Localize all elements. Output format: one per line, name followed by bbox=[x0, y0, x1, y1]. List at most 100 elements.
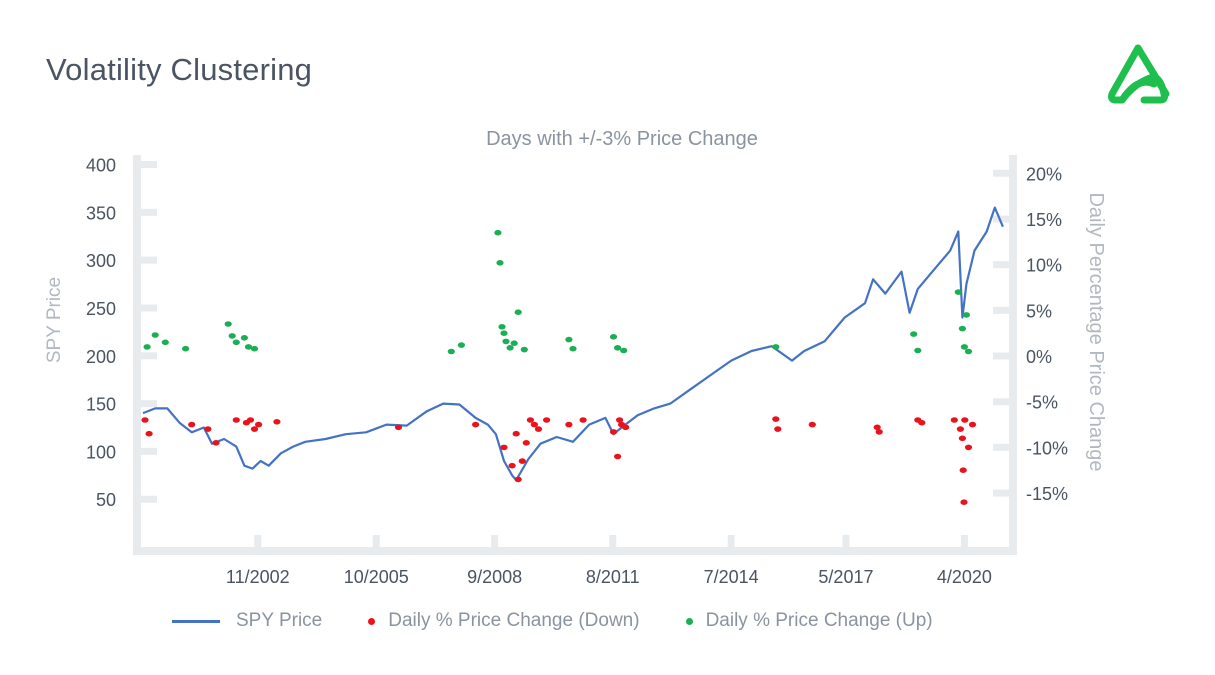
y2-tick-label: 15% bbox=[1026, 210, 1062, 230]
x-tick-label: 8/2011 bbox=[586, 567, 640, 587]
down-change-point bbox=[232, 417, 240, 423]
y-tick-label: 50 bbox=[96, 490, 116, 510]
axes: 50 100 150 200 250 300 350 400 -15% -10% -5% 0% 5% 10… bbox=[86, 155, 1068, 587]
y2-tick-label: -15% bbox=[1026, 484, 1068, 504]
page-title: Volatility Clustering bbox=[46, 52, 313, 87]
down-change-point bbox=[961, 417, 969, 423]
down-change-point bbox=[875, 429, 883, 435]
down-change-point bbox=[960, 499, 968, 506]
down-change-point bbox=[522, 440, 530, 446]
legend-item-up[interactable]: Daily % Price Change (Up) bbox=[685, 610, 933, 632]
down-change-point bbox=[534, 426, 543, 432]
up-change-point bbox=[151, 332, 159, 338]
y-tick-label: 350 bbox=[86, 203, 116, 223]
y2-tick-label: 20% bbox=[1026, 164, 1062, 184]
legend-item-down[interactable]: Daily % Price Change (Down) bbox=[368, 610, 640, 632]
up-change-point bbox=[620, 347, 628, 354]
y2-tick-label: 0% bbox=[1026, 347, 1052, 367]
up-change-point bbox=[232, 339, 240, 346]
y-tick-label: 300 bbox=[86, 251, 116, 271]
up-change-point bbox=[910, 331, 918, 337]
up-change-point bbox=[514, 309, 522, 316]
y-tick-label: 250 bbox=[86, 299, 116, 319]
down-change-point bbox=[512, 430, 520, 437]
down-change-point bbox=[212, 440, 220, 446]
up-change-point bbox=[565, 336, 573, 343]
up-change-point bbox=[496, 260, 504, 266]
up-change-point bbox=[609, 334, 618, 340]
y2-axis-label: Daily Percentage Price Change bbox=[1085, 192, 1107, 471]
up-change-point bbox=[224, 321, 232, 327]
up-change-point bbox=[502, 338, 510, 345]
up-change-point bbox=[244, 344, 253, 350]
down-change-point bbox=[255, 421, 263, 428]
up-change-point bbox=[447, 348, 455, 355]
down-change-point bbox=[472, 421, 480, 428]
y2-tick-label: -5% bbox=[1026, 393, 1058, 413]
legend-label: Daily % Price Change (Down) bbox=[388, 610, 640, 631]
up-change-point bbox=[143, 344, 151, 350]
down-change-point bbox=[873, 424, 881, 431]
y2-tick-label: -10% bbox=[1026, 438, 1068, 458]
down-change-point bbox=[609, 429, 618, 435]
up-change-point bbox=[954, 289, 962, 295]
up-change-point bbox=[958, 325, 967, 332]
y-axis-label: SPY Price bbox=[44, 277, 65, 363]
down-change-point bbox=[808, 421, 816, 428]
down-change-point bbox=[956, 426, 965, 432]
legend: SPY Price Daily % Price Change (Down) Da… bbox=[172, 610, 979, 632]
up-change-point bbox=[494, 229, 502, 236]
down-change-point bbox=[565, 421, 573, 428]
down-change-point bbox=[273, 419, 281, 425]
up-change-point bbox=[569, 345, 577, 352]
chart-title: Days with +/-3% Price Change bbox=[486, 128, 758, 150]
up-change-point bbox=[960, 344, 969, 350]
down-change-point bbox=[246, 417, 255, 423]
up-change-point bbox=[250, 345, 259, 352]
down-change-point bbox=[526, 417, 535, 423]
up-change-point bbox=[500, 330, 508, 337]
x-tick-label: 7/2014 bbox=[704, 567, 759, 587]
legend-swatch-dot bbox=[685, 617, 693, 625]
down-change-point bbox=[508, 462, 516, 469]
down-change-point bbox=[772, 416, 780, 422]
legend-item-spy-price[interactable]: SPY Price bbox=[172, 610, 322, 632]
brand-logo-icon bbox=[1108, 44, 1170, 104]
up-change-point bbox=[498, 324, 506, 330]
down-change-point bbox=[958, 435, 967, 442]
down-change-point bbox=[204, 426, 212, 432]
y2-tick-label: 5% bbox=[1026, 301, 1052, 321]
change-points bbox=[141, 229, 977, 506]
down-change-point bbox=[579, 417, 587, 423]
down-change-point bbox=[530, 421, 539, 428]
down-change-point bbox=[622, 424, 630, 431]
x-tick-label: 9/2008 bbox=[467, 567, 522, 587]
y-tick-label: 200 bbox=[86, 347, 116, 367]
up-change-point bbox=[914, 347, 922, 354]
legend-label: Daily % Price Change (Up) bbox=[705, 610, 933, 631]
down-change-point bbox=[614, 453, 622, 460]
x-tick-label: 5/2017 bbox=[818, 567, 873, 587]
down-change-point bbox=[968, 421, 977, 428]
y2-tick-label: 10% bbox=[1026, 256, 1062, 276]
y-tick-label: 150 bbox=[86, 395, 116, 415]
down-change-point bbox=[500, 444, 508, 451]
legend-swatch-dot bbox=[368, 617, 376, 625]
spy-price-line bbox=[142, 206, 1004, 482]
up-change-point bbox=[964, 348, 973, 355]
x-tick-label: 4/2020 bbox=[937, 567, 992, 587]
down-change-point bbox=[964, 444, 973, 451]
down-change-point bbox=[141, 417, 149, 423]
down-change-point bbox=[250, 426, 259, 432]
down-change-point bbox=[959, 467, 967, 474]
down-change-point bbox=[145, 430, 153, 437]
up-change-point bbox=[228, 333, 236, 339]
up-change-point bbox=[161, 339, 169, 346]
x-tick-label: 11/2002 bbox=[226, 567, 290, 587]
up-change-point bbox=[240, 335, 248, 341]
down-change-point bbox=[518, 458, 526, 464]
up-change-point bbox=[457, 342, 465, 348]
x-tick-label: 10/2005 bbox=[344, 567, 409, 587]
up-change-point bbox=[520, 346, 528, 353]
